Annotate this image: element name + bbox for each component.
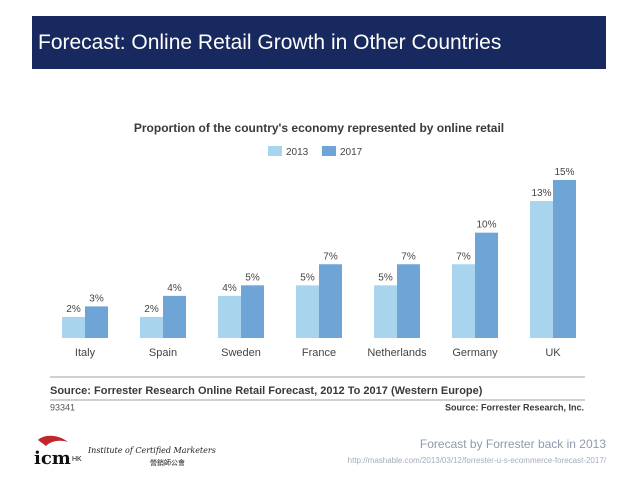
- slide-title-bar: Forecast: Online Retail Growth in Other …: [32, 16, 606, 69]
- value-label-germany-2017: 10%: [476, 220, 496, 231]
- bar-sweden-2013: [218, 295, 241, 338]
- bar-germany-2013: [452, 264, 475, 338]
- x-tick-label-sweden: Sweden: [221, 347, 261, 359]
- logo-sub: 營銷師公會: [150, 460, 185, 467]
- bar-france-2017: [319, 264, 342, 338]
- bar-uk-2017: [553, 180, 576, 338]
- logo-name: Institute of Certified Marketers: [88, 446, 216, 455]
- x-tick-label-france: France: [302, 347, 336, 359]
- value-label-netherlands-2013: 5%: [378, 272, 393, 283]
- x-tick-label-spain: Spain: [149, 347, 177, 359]
- bar-spain-2013: [140, 316, 163, 338]
- bar-netherlands-2017: [397, 264, 420, 338]
- bar-sweden-2017: [241, 285, 264, 338]
- legend-label-2017: 2017: [340, 147, 363, 158]
- bar-italy-2017: [85, 306, 108, 338]
- chart-id: 93341: [50, 402, 75, 412]
- bar-spain-2017: [163, 295, 186, 338]
- slide-title: Forecast: Online Retail Growth in Other …: [38, 30, 502, 54]
- source-url[interactable]: http://mashable.com/2013/03/12/forrester…: [347, 456, 606, 465]
- chart-credit: Source: Forrester Research, Inc.: [445, 402, 584, 412]
- x-tick-label-uk: UK: [545, 347, 561, 359]
- value-label-uk-2017: 15%: [554, 167, 574, 178]
- logo-mark: icm: [34, 448, 71, 469]
- value-label-spain-2017: 4%: [167, 283, 182, 294]
- chart-title: Proportion of the country's economy repr…: [134, 121, 504, 135]
- value-label-netherlands-2017: 7%: [401, 251, 416, 262]
- logo-suffix: HK: [72, 456, 82, 463]
- value-label-italy-2017: 3%: [89, 293, 104, 304]
- bar-italy-2013: [62, 316, 85, 338]
- value-label-france-2013: 5%: [300, 272, 315, 283]
- value-label-spain-2013: 2%: [144, 304, 159, 315]
- value-label-france-2017: 7%: [323, 251, 338, 262]
- value-label-germany-2013: 7%: [456, 251, 471, 262]
- dragon-swoosh-icon: [38, 435, 68, 446]
- forecast-caption: Forecast by Forrester back in 2013: [419, 437, 606, 451]
- icm-logo: icm HK: [34, 435, 82, 469]
- bar-germany-2017: [475, 232, 498, 338]
- value-label-italy-2013: 2%: [66, 304, 81, 315]
- value-label-uk-2013: 13%: [531, 188, 551, 199]
- bar-uk-2013: [530, 201, 553, 338]
- value-labels: 2% 3% 2% 4% 4% 5% 5% 7% 5% 7% 7% 10% 13%15%: [66, 167, 574, 315]
- legend: 2013 2017: [268, 146, 363, 158]
- legend-label-2013: 2013: [286, 147, 309, 158]
- x-tick-labels: Italy Spain Sweden France Netherlands Germany…: [75, 347, 561, 359]
- x-tick-label-germany: Germany: [452, 347, 498, 359]
- bar-netherlands-2013: [374, 285, 397, 338]
- legend-swatch-2013: [268, 146, 282, 156]
- value-label-sweden-2017: 5%: [245, 272, 260, 283]
- legend-swatch-2017: [322, 146, 336, 156]
- chart-source: Source: Forrester Research Online Retail…: [50, 385, 483, 397]
- bars: [62, 180, 576, 338]
- bar-france-2013: [296, 285, 319, 338]
- x-tick-label-italy: Italy: [75, 347, 96, 359]
- value-label-sweden-2013: 4%: [222, 283, 237, 294]
- x-tick-label-netherlands: Netherlands: [367, 347, 427, 359]
